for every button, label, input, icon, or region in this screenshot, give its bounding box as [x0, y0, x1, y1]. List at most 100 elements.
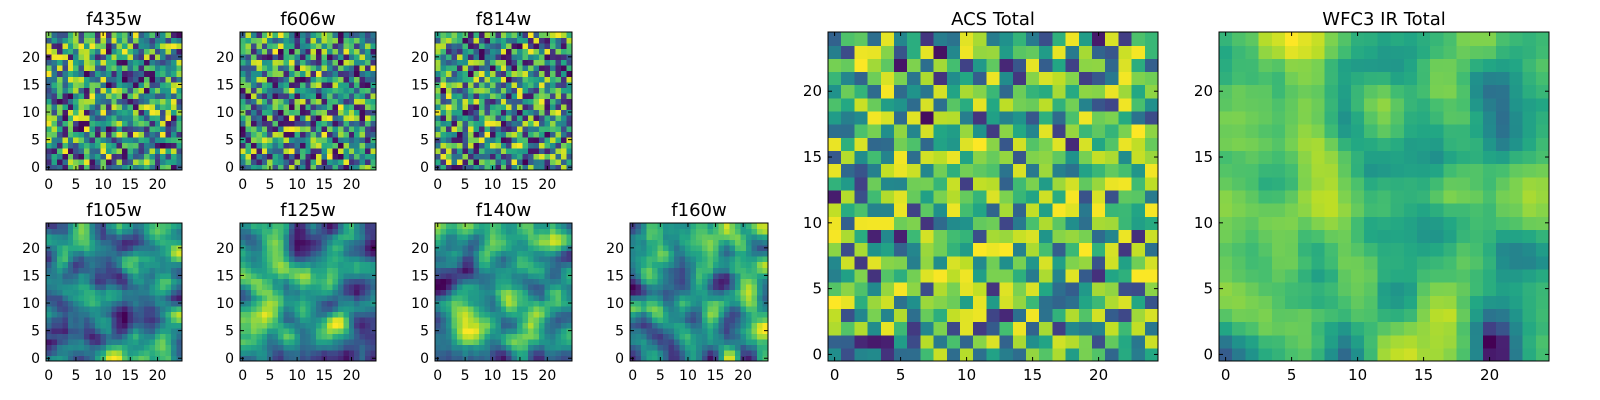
- heatmap-cell: [561, 87, 568, 94]
- heatmap-cell: [522, 48, 529, 55]
- heatmap-cell: [435, 267, 442, 274]
- heatmap-cell: [745, 261, 753, 268]
- heatmap-cell: [321, 338, 328, 346]
- heatmap-cell: [327, 81, 334, 88]
- heatmap-cell: [105, 109, 112, 116]
- heatmap-cell: [506, 37, 513, 44]
- heatmap-cell: [250, 125, 257, 132]
- heatmap-cell: [332, 98, 339, 105]
- heatmap-cell: [305, 125, 312, 132]
- heatmap-cell: [635, 316, 642, 323]
- heatmap-cell: [751, 349, 758, 357]
- heatmap-cell: [337, 158, 344, 166]
- heatmap-cell: [337, 283, 344, 290]
- heatmap-cell: [160, 305, 167, 312]
- heatmap-cell: [62, 256, 69, 263]
- heatmap-cell: [561, 76, 568, 83]
- heatmap-cell: [56, 245, 63, 252]
- heatmap-cell: [762, 223, 769, 230]
- heatmap-cell: [511, 272, 518, 279]
- heatmap-cell: [337, 48, 344, 55]
- heatmap-cell: [1026, 347, 1040, 362]
- heatmap-cell: [116, 349, 123, 357]
- heatmap-cell: [511, 261, 518, 268]
- heatmap-cell: [635, 327, 642, 334]
- heatmap-cell: [154, 239, 161, 246]
- heatmap-cell: [718, 234, 725, 241]
- heatmap-cell: [299, 92, 306, 99]
- heatmap-cell: [332, 289, 339, 296]
- heatmap-cell: [100, 70, 107, 77]
- heatmap-cell: [149, 311, 156, 318]
- heatmap-cell: [1012, 308, 1027, 323]
- heatmap-cell: [348, 103, 355, 110]
- heatmap-cell: [484, 250, 491, 257]
- heatmap-cell: [500, 245, 507, 252]
- heatmap-cell: [484, 245, 491, 252]
- heatmap-cell: [143, 300, 150, 307]
- heatmap-cell: [445, 267, 453, 274]
- heatmap-cell: [84, 283, 91, 290]
- heatmap-cell: [171, 294, 178, 301]
- heatmap-cell: [359, 81, 366, 88]
- heatmap-cell: [544, 142, 551, 149]
- heatmap-cell: [511, 54, 518, 61]
- heatmap-cell: [467, 70, 474, 77]
- heatmap-cell: [94, 59, 101, 66]
- heatmap-cell: [321, 147, 328, 155]
- heatmap-cell: [1078, 203, 1093, 217]
- heatmap-cell: [674, 228, 681, 235]
- heatmap-cell: [440, 228, 447, 235]
- heatmap-cell: [250, 322, 257, 329]
- heatmap-cell: [561, 261, 568, 268]
- y-tick-label: 10: [216, 105, 234, 121]
- heatmap-cell: [960, 295, 974, 309]
- heatmap-cell: [160, 294, 167, 301]
- heatmap-cell: [261, 256, 268, 263]
- heatmap-cell: [528, 311, 535, 318]
- heatmap-cell: [305, 344, 312, 351]
- heatmap-cell: [484, 338, 491, 346]
- heatmap-cell: [555, 125, 562, 132]
- heatmap-cell: [652, 267, 659, 274]
- heatmap-cell: [528, 333, 535, 340]
- heatmap-cell: [630, 256, 637, 263]
- heatmap-cell: [133, 228, 140, 235]
- heatmap-cell: [78, 239, 85, 246]
- heatmap-cell: [528, 245, 535, 252]
- heatmap-cell: [67, 256, 74, 263]
- heatmap-cell: [149, 267, 156, 274]
- heatmap-cell: [267, 158, 274, 166]
- heatmap-cell: [500, 316, 507, 323]
- heatmap-cell: [894, 255, 908, 270]
- heatmap-cell: [84, 125, 91, 132]
- heatmap-cell: [1065, 295, 1080, 309]
- heatmap-cell: [473, 43, 480, 50]
- heatmap-cell: [456, 87, 463, 94]
- heatmap-cell: [1131, 268, 1146, 283]
- heatmap-cell: [973, 255, 987, 270]
- heatmap-cell: [445, 136, 453, 143]
- heatmap-cell: [539, 267, 546, 274]
- heatmap-cell: [920, 163, 935, 178]
- heatmap-cell: [1092, 347, 1106, 362]
- heatmap-cell: [278, 164, 285, 171]
- heatmap-cell: [435, 48, 442, 55]
- heatmap-cell: [310, 153, 317, 160]
- heatmap-cell: [56, 114, 63, 121]
- heatmap-cell: [456, 333, 463, 340]
- heatmap-cell: [165, 131, 172, 138]
- heatmap-cell: [278, 223, 285, 230]
- heatmap-cell: [332, 54, 339, 61]
- heatmap-cell: [283, 147, 290, 155]
- heatmap-cell: [316, 87, 323, 94]
- heatmap-cell: [267, 48, 274, 55]
- heatmap-cell: [160, 234, 167, 241]
- heatmap-cell: [440, 59, 447, 66]
- heatmap-cell: [154, 250, 161, 257]
- heatmap-cell: [78, 81, 85, 88]
- heatmap-cell: [138, 333, 145, 340]
- heatmap-cell: [138, 294, 145, 301]
- heatmap-cell: [544, 256, 551, 263]
